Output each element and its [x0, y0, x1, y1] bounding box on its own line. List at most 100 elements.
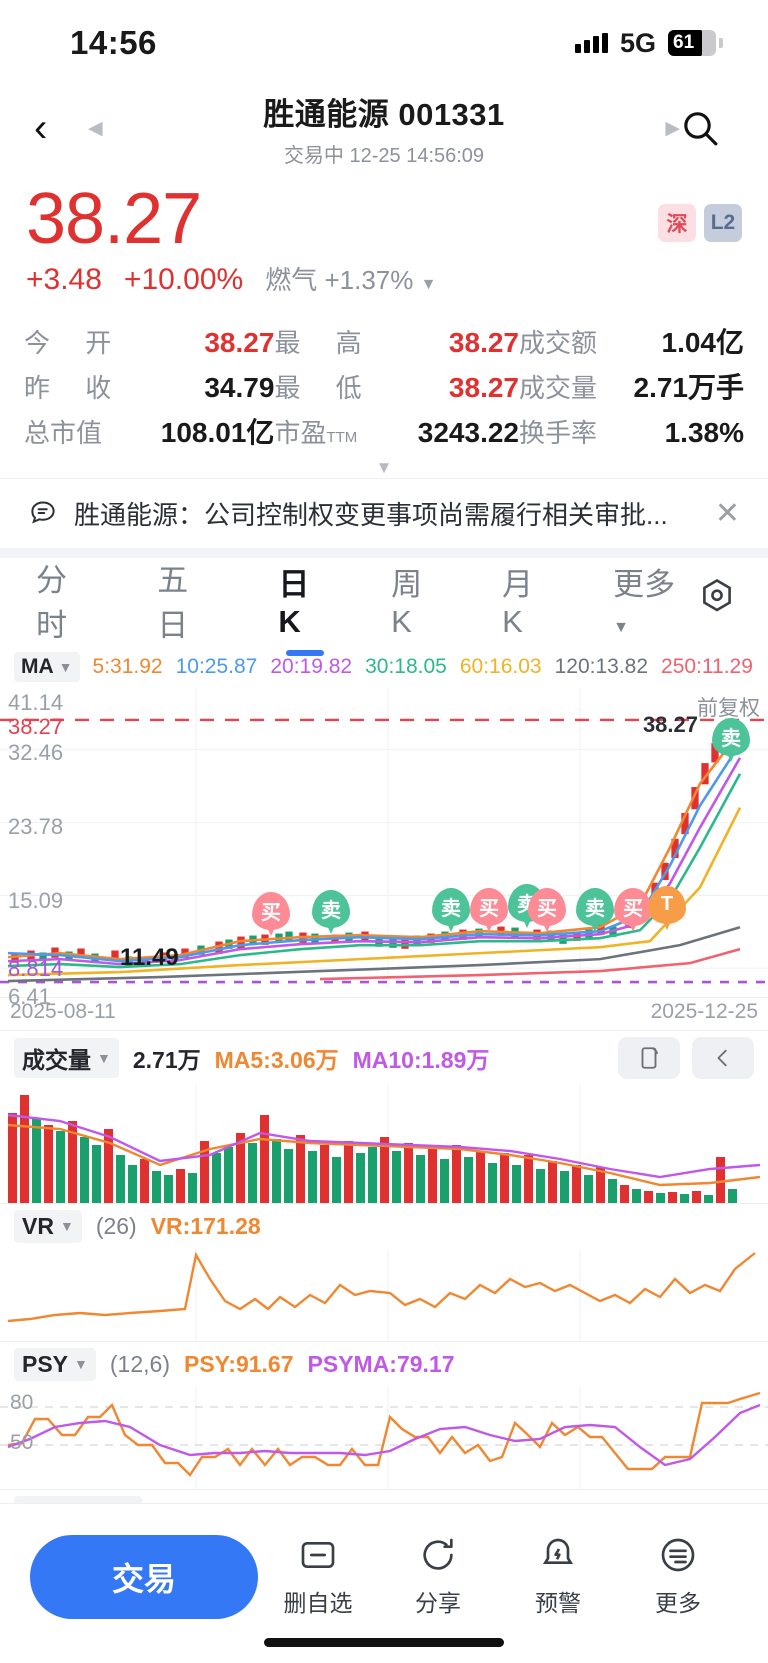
status-time: 14:56 [70, 24, 157, 61]
signal-marker-buy[interactable]: 买 [470, 887, 508, 934]
battery-icon: 61 [668, 30, 723, 56]
tab-daily-k[interactable]: 日K [272, 559, 337, 640]
psy-panel-header[interactable]: PSY ▼ (12,6) PSY:91.67 PSYMA:79.17 [0, 1340, 768, 1387]
stat-volume: 成交量 2.71万手 [519, 366, 744, 406]
caret-down-icon: ▼ [97, 1049, 111, 1066]
ma10-value: 10:25.87 [175, 654, 258, 678]
chart-tabs-wrapper: 分时 五日 日K 周K 月K 更多 ▼ [0, 547, 768, 643]
app-header: ‹ ◀ 胜通能源 001331 交易中 12-25 14:56:09 ▶ [0, 86, 768, 170]
stat-low: 最 低 38.27 [274, 368, 519, 405]
stat-high: 最 高 38.27 [274, 323, 519, 360]
share-button[interactable]: 分享 [378, 1535, 498, 1618]
signal-marker-label: 卖 [576, 887, 614, 926]
page-title: 胜通能源 001331 [263, 96, 505, 132]
panel-title: PSY [22, 1350, 69, 1377]
signal-marker-label: 买 [528, 887, 566, 926]
signal-marker-sell[interactable]: 卖 [712, 717, 750, 764]
ma-legend[interactable]: MA ▼ 5:31.92 10:25.87 20:19.82 30:18.05 … [0, 642, 768, 688]
comment-icon [31, 501, 55, 524]
tab-fenshi[interactable]: 分时 [36, 562, 67, 643]
status-bar: 14:56 5G 61 [0, 0, 768, 86]
signal-marker-label: 卖 [312, 889, 350, 928]
bot-item-label: 更多 [655, 1590, 701, 1616]
stat-open: 今 开 38.27 [24, 323, 274, 360]
volume-chart[interactable] [0, 1084, 768, 1203]
tab-more[interactable]: 更多 ▼ [607, 559, 696, 640]
remove-watchlist-button[interactable]: 删自选 [258, 1535, 378, 1618]
tab-five-day[interactable]: 五日 [157, 562, 189, 643]
ma-label: MA [21, 654, 54, 678]
signal-marker-sell[interactable]: 卖 [312, 889, 350, 936]
next-stock-icon[interactable]: ▶ [665, 117, 680, 139]
price-change: +3.48 [26, 262, 102, 296]
chart-overlay-label: 11.49 [120, 943, 179, 971]
signal-marker-buy[interactable]: 买 [614, 887, 652, 934]
stats-row: 总市值 108.01亿 市盈 TTM 3243.22 换手率 1.38% [24, 409, 744, 454]
stat-value: 3243.22 [417, 416, 519, 448]
stat-label: 换手率 [519, 417, 598, 448]
prev-stock-icon[interactable]: ◀ [88, 117, 103, 139]
alert-button[interactable]: 预警 [498, 1535, 618, 1618]
stat-market-cap: 总市值 108.01亿 [24, 411, 274, 451]
signal-marker-t[interactable]: T [648, 885, 686, 932]
ma30-value: 30:18.05 [365, 654, 447, 678]
signal-marker-buy[interactable]: 买 [252, 891, 290, 938]
tab-monthly-k[interactable]: 月K [502, 567, 534, 640]
chart-settings-button[interactable] [696, 576, 738, 623]
stat-value: 108.01亿 [160, 417, 275, 449]
psy-params: (12,6) [109, 1350, 170, 1377]
vr-chart[interactable] [0, 1248, 768, 1341]
vr-panel-header[interactable]: VR ▼ (26) VR:171.28 [0, 1202, 768, 1249]
bot-item-label: 预警 [535, 1590, 581, 1616]
stat-value: 34.79 [204, 371, 275, 403]
ma5-value: 5:31.92 [92, 654, 163, 678]
volume-panel-header[interactable]: 成交量 ▼ 2.71万 MA5:3.06万 MA10:1.89万 [0, 1029, 768, 1085]
psy-indicator-selector[interactable]: PSY ▼ [14, 1347, 96, 1381]
vr-indicator-selector[interactable]: VR ▼ [14, 1209, 82, 1243]
news-banner[interactable]: 胜通能源：公司控制权变更事项尚需履行相关审批... ✕ [0, 477, 768, 548]
more-list-icon [661, 1538, 695, 1572]
psy-guide-50: 50 [10, 1430, 34, 1454]
chart-tabs: 分时 五日 日K 周K 月K 更多 ▼ [0, 558, 768, 643]
volume-indicator-selector[interactable]: 成交量 ▼ [14, 1037, 119, 1078]
exchange-badge: 深 [658, 204, 696, 242]
trade-button[interactable]: 交易 [30, 1534, 258, 1619]
stat-label: 总市值 [24, 418, 103, 449]
psy-chart[interactable]: 80 50 [0, 1386, 768, 1489]
psy-guide-80: 80 [10, 1390, 34, 1414]
x-axis-start-date: 2025-08-11 [10, 999, 116, 1023]
expand-stats-button[interactable]: ▼ [375, 457, 393, 477]
k-line-chart[interactable]: 41.14 38.27 32.46 23.78 15.09 8.814 6.41… [0, 687, 768, 1009]
panel-title: 成交量 [22, 1046, 91, 1073]
stat-superscript: TTM [326, 428, 358, 446]
signal-marker-label: 卖 [432, 887, 470, 926]
tab-weekly-k[interactable]: 周K [391, 567, 423, 640]
price-change-percent: +10.00% [123, 262, 244, 296]
tab-more-label: 更多 [613, 567, 676, 603]
more-button[interactable]: 更多 [618, 1535, 738, 1618]
y-axis-tick: 32.46 [8, 739, 64, 765]
close-icon[interactable]: ✕ [714, 496, 740, 530]
y-axis-tick: 15.09 [8, 887, 64, 913]
stat-label: 今 开 [24, 327, 126, 358]
market-status-time: 交易中 12-25 14:56:09 [283, 144, 485, 167]
sector-change: +1.37% [324, 264, 414, 295]
signal-marker-buy[interactable]: 买 [528, 887, 566, 934]
ma-indicator-selector[interactable]: MA ▼ [14, 651, 80, 682]
level2-badge: L2 [704, 204, 742, 242]
rotate-screen-button[interactable] [618, 1036, 680, 1079]
network-type-label: 5G [619, 27, 656, 58]
stat-value: 1.04亿 [661, 327, 745, 359]
ma20-value: 20:19.82 [270, 654, 353, 678]
back-button[interactable]: ‹ [34, 106, 48, 150]
search-button[interactable] [680, 108, 734, 148]
signal-marker-label: 买 [470, 887, 508, 926]
stat-label: 市盈 [274, 417, 327, 448]
low-guide-label: 8.814 [8, 955, 64, 981]
news-headline: 胜通能源：公司控制权变更事项尚需履行相关审批... [74, 499, 668, 530]
collapse-panel-button[interactable] [692, 1036, 754, 1079]
signal-marker-sell[interactable]: 卖 [432, 887, 470, 934]
signal-marker-sell[interactable]: 卖 [576, 887, 614, 934]
sector-link[interactable]: 燃气 +1.37% ▼ [265, 260, 436, 297]
current-price-axis-label: 38.27 [8, 713, 64, 739]
